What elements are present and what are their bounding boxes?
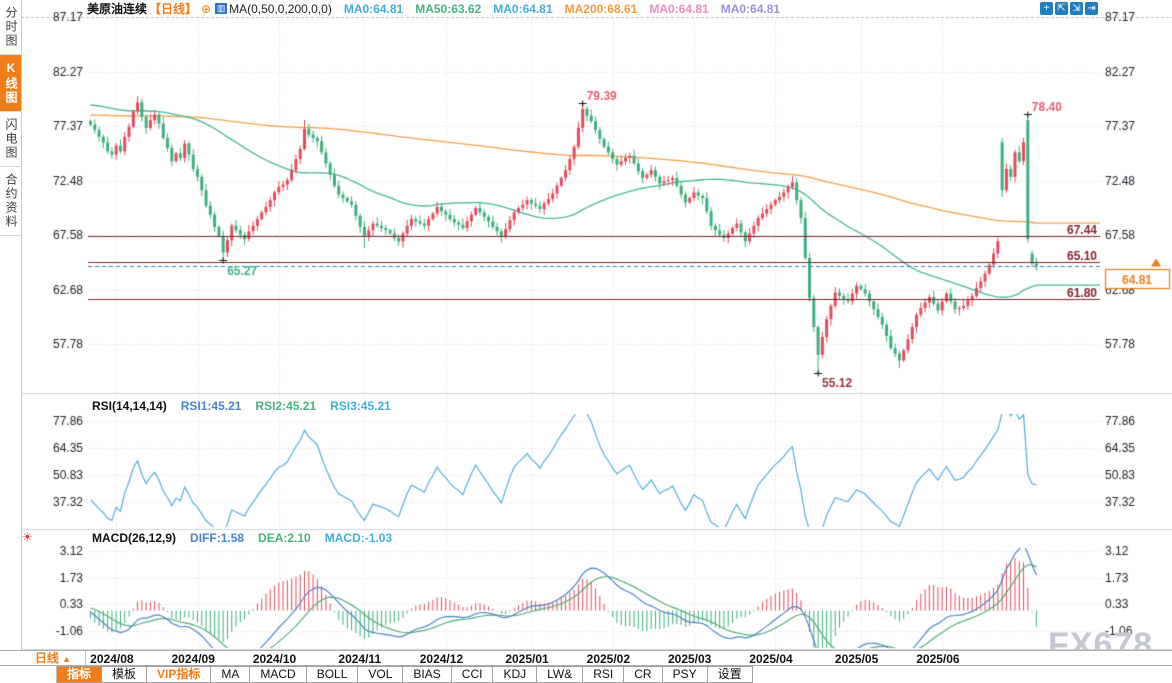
candlestick-settings-icon[interactable]: ▥ [215, 3, 228, 14]
sidebar-tab-4[interactable]: 合约资料 [0, 167, 21, 236]
ma-value-2: MA50:63.62 [415, 1, 482, 16]
date-label-2025/05: 2025/05 [834, 652, 879, 666]
date-label-2025/01: 2025/01 [505, 652, 549, 666]
date-label-2024/12: 2024/12 [419, 652, 464, 666]
toolbar-button-BOLL[interactable]: BOLL [306, 666, 359, 683]
rsi-value-1: RSI1:45.21 [180, 399, 242, 413]
toolbar-button-BIAS[interactable]: BIAS [403, 666, 452, 683]
add-indicator-icon[interactable]: ⊕ [201, 1, 212, 16]
toolbar-button-RSI[interactable]: RSI [583, 666, 625, 683]
date-label-2024/09: 2024/09 [171, 652, 215, 666]
window-icons: + ⇱ ⇲ ⇥ [1040, 2, 1098, 15]
date-label-2024/08: 2024/08 [90, 652, 134, 666]
toolbar-button-模板[interactable]: 模板 [102, 666, 148, 683]
toolbar-button-MACD[interactable]: MACD [250, 666, 307, 683]
rsi-panel-header: RSI(14,14,14) RSI1:45.21 RSI2:45.21 RSI3:45… [92, 399, 391, 413]
zoom-axis-right-icon[interactable]: ⇲ [1070, 2, 1083, 15]
toolbar-button-CR[interactable]: CR [624, 666, 663, 683]
pan-icon[interactable]: + [1040, 2, 1053, 15]
collapse-panel-icon[interactable]: ⇥ [1085, 2, 1098, 15]
toolbar-button-VIP指标[interactable]: VIP指标 [147, 666, 212, 683]
toolbar-button-PSY[interactable]: PSY [662, 666, 708, 683]
period-selector-label: 日线 [34, 651, 59, 665]
rsi-title: RSI(14,14,14) [92, 399, 167, 413]
toolbar-button-MA[interactable]: MA [211, 666, 251, 683]
date-label-2025/02: 2025/02 [586, 652, 631, 666]
toolbar-button-VOL[interactable]: VOL [358, 666, 404, 683]
rsi-value-3: RSI3:45.21 [330, 399, 391, 413]
ma-values: MA0:64.81 MA50:63.62 MA0:64.81 MA200:68.61 M… [332, 2, 780, 16]
macd-title: MACD(26,12,9) [92, 531, 177, 545]
sidebar-tab-2[interactable]: K线图 [0, 55, 21, 112]
ma-value-1: MA0:64.81 [343, 1, 404, 16]
macd-value-3: MACD:-1.03 [324, 531, 393, 545]
macd-value-1: DIFF:1.58 [190, 531, 245, 545]
toolbar-spacer [0, 666, 57, 683]
ma-settings[interactable]: MA(0,50,0,200,0,0) [229, 1, 332, 16]
ma-value-6: MA0:64.81 [720, 1, 781, 16]
chart-header: 美原油连续 【日线】 ⊕ ▥ MA(0,50,0,200,0,0) MA0:64… [21, 0, 1172, 17]
price-alert-icon[interactable]: ☀ [22, 530, 33, 544]
macd-panel-header: MACD(26,12,9) DIFF:1.58 DEA:2.10 MACD:-1.03 [92, 531, 392, 545]
sidebar-tab-1[interactable]: 分时图 [0, 0, 21, 55]
period-label: 【日线】 [149, 2, 198, 16]
left-sidebar: 分时图 K线图 闪电图 合约资料 [0, 0, 22, 650]
toolbar-button-CCI[interactable]: CCI [451, 666, 494, 683]
ma-value-4: MA200:68.61 [564, 1, 638, 16]
instrument-title: 美原油连续 [87, 2, 148, 16]
rsi-value-2: RSI2:45.21 [255, 399, 317, 413]
date-axis: 日线 ▲ 2024/08 2024/09 2024/10 2024/11 2024/12… [0, 650, 1172, 666]
toolbar-button-指标[interactable]: 指标 [57, 666, 103, 683]
zoom-axis-left-icon[interactable]: ⇱ [1055, 2, 1068, 15]
toolbar-button-KDJ[interactable]: KDJ [493, 666, 538, 683]
ma-value-5: MA0:64.81 [649, 1, 709, 16]
date-label-2025/06: 2025/06 [916, 652, 960, 666]
toolbar-button-LW&[interactable]: LW& [537, 666, 584, 683]
indicator-toolbar: 指标 模板 VIP指标 MA MACD BOLL VOL BIAS CCI KDJ LW& RSI CR… [0, 666, 1172, 683]
date-label-2025/04: 2025/04 [749, 652, 793, 666]
sidebar-tab-3[interactable]: 闪电图 [0, 112, 21, 167]
macd-value-2: DEA:2.10 [258, 531, 311, 545]
period-selector[interactable]: 日线 ▲ [21, 651, 86, 665]
date-label-2024/11: 2024/11 [338, 652, 382, 666]
ma-value-3: MA0:64.81 [493, 1, 553, 16]
toolbar-button-设置[interactable]: 设置 [707, 666, 753, 683]
chevron-up-icon: ▲ [62, 654, 72, 664]
date-label-2025/03: 2025/03 [667, 652, 712, 666]
date-label-2024/10: 2024/10 [252, 652, 297, 666]
price-chart-canvas[interactable] [0, 0, 1172, 650]
